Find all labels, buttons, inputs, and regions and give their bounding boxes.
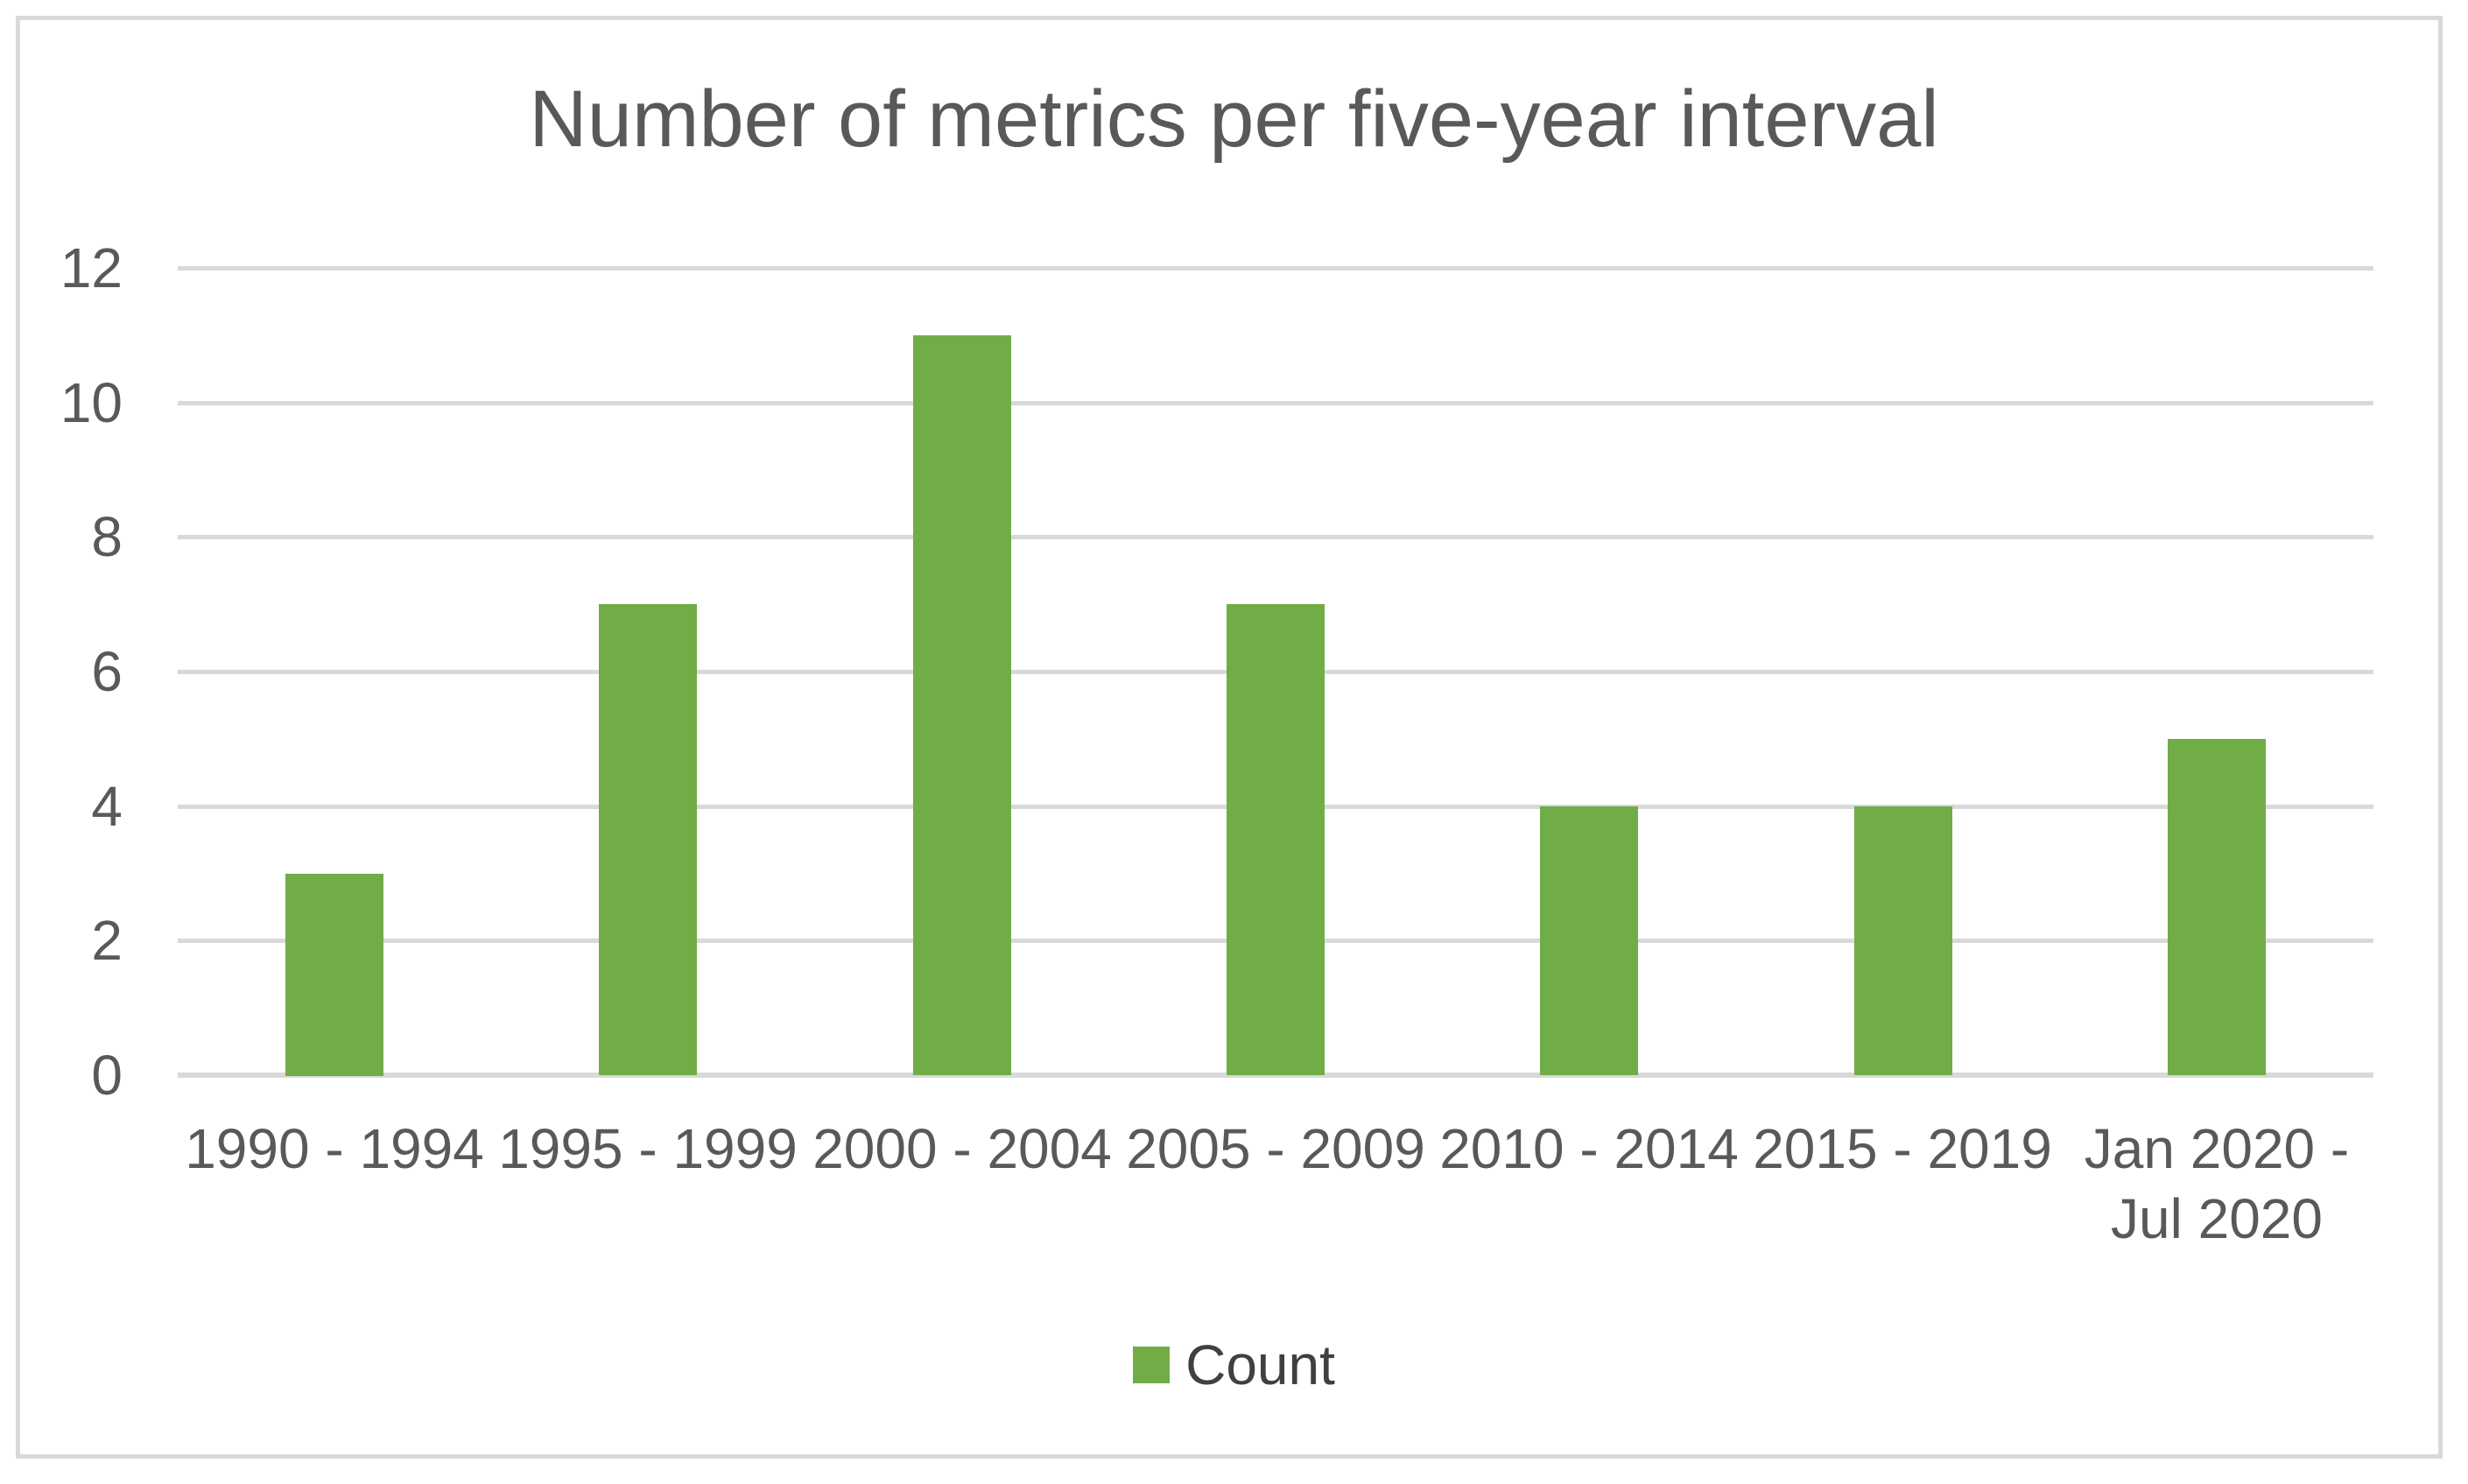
bar-5	[1540, 806, 1638, 1075]
bar-3	[913, 335, 1011, 1075]
x-axis-line	[178, 1073, 2373, 1078]
chart-title: Number of metrics per five-year interval	[529, 74, 1939, 164]
y-tick-label: 2	[91, 909, 123, 972]
bar-1	[285, 874, 383, 1076]
y-tick-label: 0	[91, 1044, 123, 1107]
x-tick-label: 1990 - 1994	[185, 1117, 484, 1180]
green-square-icon	[1133, 1347, 1171, 1383]
gridline	[178, 266, 2373, 271]
y-tick-label: 4	[91, 775, 123, 838]
y-tick-label: 12	[60, 236, 123, 299]
bar-4	[1227, 604, 1325, 1075]
x-tick-label: 2015 - 2019	[1753, 1117, 2052, 1180]
y-tick-label: 10	[60, 371, 123, 434]
y-tick-label: 8	[91, 505, 123, 568]
gridline	[178, 401, 2373, 405]
y-tick-label: 6	[91, 640, 123, 703]
x-tick-label: 2010 - 2014	[1439, 1117, 1739, 1180]
x-tick-label: 1995 - 1999	[498, 1117, 798, 1180]
bar-2	[599, 604, 697, 1075]
bar-7	[2168, 739, 2266, 1075]
gridline	[178, 535, 2373, 539]
legend-label: Count	[1185, 1333, 1335, 1396]
x-tick-label: 2000 - 2004	[812, 1117, 1112, 1180]
x-tick-label: Jan 2020 - Jul 2020	[2084, 1117, 2350, 1250]
bar-6	[1854, 806, 1952, 1075]
x-tick-label: 2005 - 2009	[1126, 1117, 1425, 1180]
chart-legend: Count	[0, 1333, 2468, 1396]
